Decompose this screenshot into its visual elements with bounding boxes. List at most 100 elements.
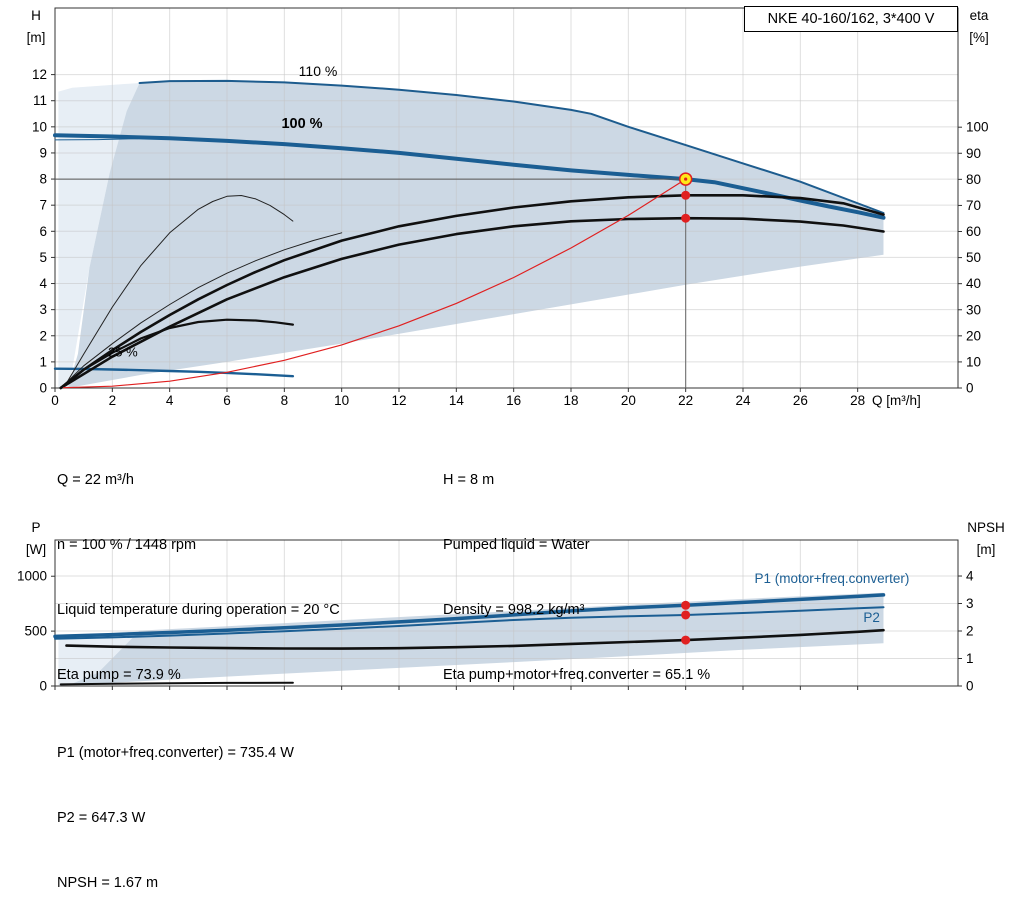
y2-tick-label: 3 [966, 596, 974, 611]
y2-tick-label: 0 [966, 381, 974, 396]
y-tick-label: 3 [39, 302, 47, 317]
x-tick-label: 10 [334, 393, 349, 408]
y2-axis-title: eta [970, 8, 989, 23]
power-readout: P1 (motor+freq.converter) = 735.4 W P2 =… [57, 700, 294, 916]
area-operating-envelope [67, 80, 884, 389]
y-tick-label: 1 [39, 354, 47, 369]
power-npsh-chart: 0 500 1000 0 1 2 3 4 P [W] NPSH [m] P1 (motor+freq.c… [17, 520, 1005, 694]
readout-eta-pump: Eta pump = 73.9 % [57, 666, 181, 683]
readout-npsh: NPSH = 1.67 m [57, 874, 159, 891]
y2-axis-title: [m] [977, 542, 996, 557]
y-tick-label: 0 [39, 679, 47, 694]
y-tick-label: 10 [32, 119, 47, 134]
y2-tick-label: 70 [966, 198, 981, 213]
y-tick-label: 7 [39, 198, 47, 213]
y2-tick-label: 80 [966, 172, 981, 187]
y-axis-title: P [31, 520, 40, 535]
x-tick-label: 6 [223, 393, 231, 408]
x-tick-label: 16 [506, 393, 521, 408]
label-25pct: 25 % [108, 345, 138, 360]
y2-axis-title: [%] [969, 30, 989, 45]
curve-qh-100pct-tolerance [54, 138, 139, 141]
y2-tick-label: 50 [966, 250, 981, 265]
y2-tick-label: 90 [966, 146, 981, 161]
y-tick-label: 9 [39, 145, 47, 160]
readout-density: Density = 998.2 kg/m³ [443, 601, 585, 618]
readout-head: H = 8 m [443, 472, 495, 489]
x-tick-label: 8 [281, 393, 289, 408]
plot-frame [54, 539, 959, 687]
x-tick-label: 4 [166, 393, 174, 408]
curve-eta-25pct [59, 318, 294, 390]
x-tick-label: 2 [109, 393, 117, 408]
duty-point-center-dot [684, 177, 688, 181]
y-tick-label: 1000 [17, 569, 47, 584]
curve-p1-curve [53, 593, 886, 639]
x-tick-label: 12 [391, 393, 406, 408]
curve-system-curve [62, 178, 687, 389]
p2-point [681, 610, 691, 620]
x-tick-label: 20 [621, 393, 636, 408]
label-110pct: 110 % [299, 63, 338, 79]
area-envelope-pale [58, 83, 140, 388]
x-tick-label: 0 [51, 393, 59, 408]
x-tick-label: 18 [563, 393, 578, 408]
y2-tick-label: 20 [966, 328, 981, 343]
npsh-point [681, 635, 691, 645]
readout-flow: Q = 22 m³/h [57, 472, 134, 489]
label-100pct: 100 % [281, 116, 322, 132]
label-p1: P1 (motor+freq.converter) [754, 571, 909, 586]
plot-frame [54, 7, 959, 389]
y-tick-label: 500 [24, 624, 47, 639]
x-tick-label: 26 [793, 393, 808, 408]
curve-eta-pump-motor-freq [59, 216, 885, 390]
readout-eta-total: Eta pump+motor+freq.converter = 65.1 % [443, 666, 711, 683]
eta-pump-point [681, 190, 691, 200]
curve-p-25pct-curve [59, 681, 294, 686]
eta-total-point [681, 213, 691, 223]
x-axis-title: Q [m³/h] [872, 393, 921, 408]
y2-tick-label: 60 [966, 224, 981, 239]
y2-tick-label: 1 [966, 651, 974, 666]
y-axis-title: [W] [26, 542, 46, 557]
y-tick-label: 12 [32, 67, 47, 82]
curve-qh-100pct [53, 133, 886, 220]
curve-npsh-curve [65, 628, 885, 650]
curve-eta-thin-companion [60, 232, 343, 389]
y2-tick-label: 10 [966, 354, 981, 369]
y2-tick-label: 4 [966, 569, 974, 584]
curve-qh-110pct [138, 79, 885, 214]
y-tick-label: 5 [39, 250, 47, 265]
readout-liquid-temp: Liquid temperature during operation = 20… [57, 601, 340, 618]
x-tick-label: 28 [850, 393, 865, 408]
x-tick-label: 24 [735, 393, 751, 408]
y2-axis-title: NPSH [967, 520, 1005, 535]
x-tick-label: 14 [449, 393, 465, 408]
y-tick-label: 6 [39, 224, 47, 239]
readout-p1: P1 (motor+freq.converter) = 735.4 W [57, 745, 294, 762]
y2-tick-label: 100 [966, 120, 989, 135]
y2-tick-label: 30 [966, 302, 981, 317]
qh-chart: 0 2 4 6 8 10 12 14 16 18 20 22 24 26 28012345678910111… [27, 7, 989, 408]
pump-title-box: NKE 40-160/162, 3*400 V [744, 6, 958, 32]
y2-tick-label: 0 [966, 679, 974, 694]
duty-readout-right: H = 8 m Pumped liquid = Water Density = … [443, 427, 710, 708]
y2-tick-label: 2 [966, 624, 974, 639]
readout-pumped-liquid: Pumped liquid = Water [443, 536, 590, 553]
y-tick-label: 8 [39, 172, 47, 187]
y-tick-label: 4 [39, 276, 47, 291]
curve-eta-reduced-speed [63, 195, 294, 389]
curve-eta-pump [59, 194, 885, 390]
y-tick-label: 0 [39, 381, 47, 396]
y2-tick-label: 40 [966, 276, 981, 291]
y-axis-title: H [31, 8, 41, 23]
readout-speed: n = 100 % / 1448 rpm [57, 536, 197, 553]
duty-readout-left: Q = 22 m³/h n = 100 % / 1448 rpm Liquid … [57, 427, 340, 708]
p1-point [681, 600, 691, 610]
y-axis-title: [m] [27, 30, 46, 45]
label-p2: P2 [863, 610, 880, 625]
y-tick-label: 2 [39, 328, 47, 343]
curve-p2-curve [54, 606, 885, 640]
y-tick-label: 11 [33, 93, 47, 108]
x-tick-label: 22 [678, 393, 693, 408]
